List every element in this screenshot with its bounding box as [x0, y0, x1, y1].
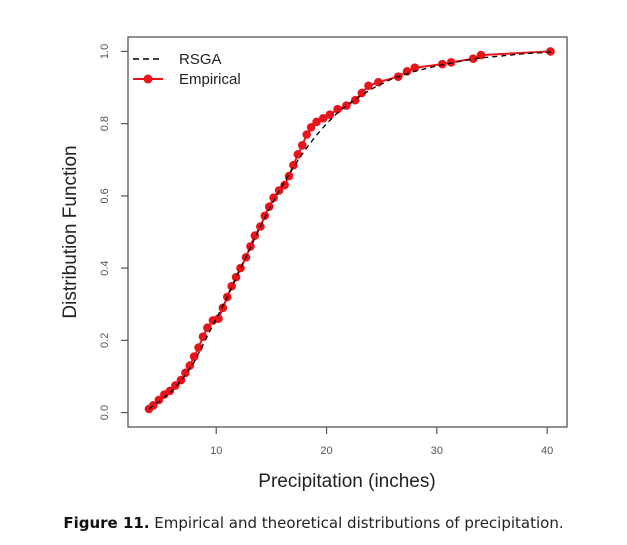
empirical-point [165, 386, 175, 396]
empirical-point [438, 59, 447, 69]
series-layer [144, 47, 555, 414]
empirical-point [312, 117, 321, 127]
empirical-point [410, 63, 420, 72]
figure-caption-label: Figure 11. [63, 514, 150, 532]
x-axis: 10 20 30 40 [210, 427, 553, 457]
legend: RSGA Empirical [133, 51, 241, 88]
y-tick-label: 1.0 [99, 44, 111, 59]
empirical-point [236, 263, 245, 273]
empirical-point [171, 381, 180, 390]
legend-empirical-marker [143, 74, 153, 84]
empirical-point [214, 314, 223, 323]
figure-caption-text: Empirical and theoretical distributions … [149, 514, 564, 532]
legend-rsga-label: RSGA [179, 51, 222, 68]
x-tick-label: 40 [541, 445, 553, 457]
empirical-point [318, 113, 328, 123]
empirical-point [293, 150, 303, 159]
empirical-point [260, 211, 270, 221]
empirical-point [189, 352, 199, 361]
empirical-point [198, 332, 208, 342]
empirical-point [476, 50, 486, 60]
empirical-point [269, 193, 278, 202]
empirical-point [302, 130, 311, 139]
empirical-point [231, 272, 241, 282]
empirical-point [546, 47, 555, 56]
empirical-point [325, 110, 335, 119]
empirical-point [264, 202, 274, 212]
empirical-point [246, 242, 255, 251]
empirical-point [297, 141, 307, 150]
empirical-point [357, 88, 367, 98]
x-tick-label: 30 [431, 445, 443, 457]
y-axis: 0.0 0.2 0.4 0.6 0.8 1.0 [99, 44, 128, 420]
empirical-point [374, 77, 383, 87]
rsga-line [148, 51, 551, 410]
y-tick-label: 0.6 [99, 188, 111, 203]
cdf-chart: 10 20 30 40 0.0 0.2 0.4 0.6 0.8 1.0 RSGA Empiric… [60, 36, 568, 492]
x-tick-label: 20 [320, 445, 332, 457]
empirical-point [154, 395, 164, 405]
y-tick-label: 0.0 [99, 405, 111, 420]
empirical-point [364, 81, 373, 91]
y-tick-label: 0.2 [99, 333, 111, 348]
y-axis-title: Distribution Function [60, 145, 81, 318]
empirical-point [227, 281, 236, 291]
empirical-point [218, 303, 228, 313]
x-axis-title: Precipitation (inches) [258, 471, 435, 492]
empirical-point [194, 343, 203, 352]
empirical-point [203, 323, 212, 332]
empirical-point [468, 54, 478, 63]
empirical-point [306, 122, 316, 132]
legend-empirical-label: Empirical [179, 71, 241, 88]
empirical-point [446, 57, 456, 67]
empirical-point [181, 368, 190, 378]
empirical-line [148, 50, 551, 410]
y-tick-label: 0.8 [99, 116, 111, 131]
empirical-point [274, 186, 284, 195]
figure-caption: Figure 11. Empirical and theoretical dis… [0, 514, 627, 532]
y-tick-label: 0.4 [99, 260, 111, 275]
empirical-point [280, 180, 289, 190]
empirical-point [402, 67, 412, 76]
empirical-point [333, 104, 342, 114]
empirical-point [185, 361, 195, 370]
plot-frame [127, 36, 568, 428]
x-tick-label: 10 [210, 445, 222, 457]
